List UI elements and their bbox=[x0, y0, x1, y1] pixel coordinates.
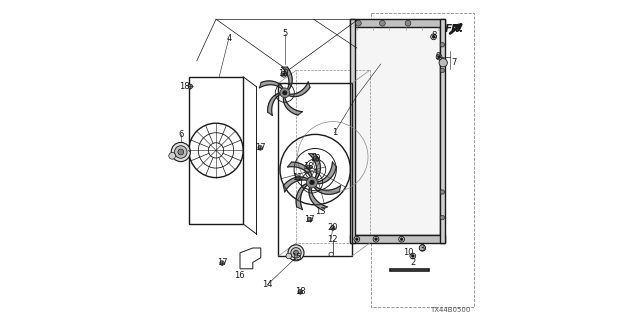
Circle shape bbox=[291, 248, 301, 258]
Circle shape bbox=[419, 245, 426, 251]
Text: 4: 4 bbox=[226, 34, 232, 43]
Circle shape bbox=[440, 68, 445, 73]
Text: 5: 5 bbox=[282, 29, 287, 38]
Text: 17: 17 bbox=[217, 258, 227, 267]
Text: 1: 1 bbox=[332, 128, 337, 137]
Circle shape bbox=[438, 55, 440, 59]
Text: 19: 19 bbox=[278, 69, 289, 78]
Polygon shape bbox=[309, 188, 328, 210]
Circle shape bbox=[440, 190, 445, 194]
Bar bbox=[440, 19, 445, 243]
Text: 9: 9 bbox=[436, 52, 441, 60]
Circle shape bbox=[431, 34, 436, 40]
Circle shape bbox=[439, 59, 447, 67]
Circle shape bbox=[399, 236, 404, 242]
Bar bbox=[189, 77, 243, 224]
Circle shape bbox=[440, 43, 445, 47]
Polygon shape bbox=[284, 177, 307, 192]
Text: 18: 18 bbox=[179, 82, 189, 91]
Bar bbox=[351, 19, 445, 27]
Circle shape bbox=[436, 54, 442, 60]
Circle shape bbox=[354, 236, 360, 242]
Circle shape bbox=[286, 253, 292, 259]
Text: TX44B0500: TX44B0500 bbox=[430, 307, 470, 313]
Text: 14: 14 bbox=[262, 280, 273, 289]
Circle shape bbox=[307, 217, 312, 222]
Circle shape bbox=[313, 156, 319, 162]
Circle shape bbox=[314, 158, 317, 161]
Circle shape bbox=[330, 226, 335, 230]
Bar bbox=[278, 83, 352, 256]
Text: 6: 6 bbox=[178, 130, 184, 139]
Polygon shape bbox=[268, 93, 280, 116]
Circle shape bbox=[169, 153, 175, 159]
Text: 17: 17 bbox=[305, 215, 315, 224]
Circle shape bbox=[258, 146, 262, 150]
Polygon shape bbox=[284, 98, 303, 115]
Text: 10: 10 bbox=[403, 248, 413, 257]
Polygon shape bbox=[315, 186, 340, 194]
Text: 11: 11 bbox=[292, 173, 303, 182]
Circle shape bbox=[307, 165, 312, 170]
Polygon shape bbox=[259, 81, 283, 89]
Circle shape bbox=[282, 73, 285, 76]
Circle shape bbox=[298, 290, 302, 294]
Text: 18: 18 bbox=[296, 287, 306, 296]
Circle shape bbox=[294, 250, 298, 255]
Text: 3: 3 bbox=[420, 244, 425, 252]
Circle shape bbox=[400, 238, 403, 241]
Circle shape bbox=[288, 245, 304, 261]
Circle shape bbox=[412, 255, 414, 258]
Circle shape bbox=[280, 88, 290, 98]
Polygon shape bbox=[296, 184, 307, 210]
Circle shape bbox=[405, 20, 411, 26]
Text: 18: 18 bbox=[303, 162, 314, 171]
Text: 15: 15 bbox=[291, 253, 301, 262]
Polygon shape bbox=[287, 162, 312, 177]
Text: 19: 19 bbox=[310, 154, 321, 163]
Circle shape bbox=[296, 176, 301, 180]
Bar bbox=[355, 27, 440, 235]
Polygon shape bbox=[318, 162, 337, 184]
Bar bbox=[351, 19, 355, 243]
Polygon shape bbox=[308, 154, 321, 179]
Circle shape bbox=[373, 236, 379, 242]
Text: 12: 12 bbox=[328, 236, 338, 244]
Polygon shape bbox=[289, 82, 310, 97]
Circle shape bbox=[380, 20, 385, 26]
Circle shape bbox=[432, 36, 435, 38]
Circle shape bbox=[281, 71, 287, 77]
Bar bbox=[351, 235, 445, 243]
Circle shape bbox=[178, 149, 184, 155]
Bar bbox=[390, 269, 429, 271]
Text: 2: 2 bbox=[410, 258, 415, 267]
Circle shape bbox=[355, 238, 358, 241]
Circle shape bbox=[307, 177, 317, 188]
Circle shape bbox=[188, 84, 193, 89]
Circle shape bbox=[175, 146, 187, 158]
Text: 17: 17 bbox=[255, 143, 266, 152]
Text: 13: 13 bbox=[315, 207, 325, 216]
Text: 20: 20 bbox=[328, 223, 338, 232]
Text: 8: 8 bbox=[431, 31, 436, 40]
Circle shape bbox=[220, 261, 225, 265]
Circle shape bbox=[283, 91, 287, 95]
Circle shape bbox=[310, 180, 314, 185]
Circle shape bbox=[374, 238, 378, 241]
Text: 16: 16 bbox=[234, 271, 244, 280]
Text: 7: 7 bbox=[452, 58, 457, 67]
Text: FR.: FR. bbox=[445, 24, 464, 34]
Circle shape bbox=[356, 20, 361, 26]
Bar bbox=[371, 13, 474, 307]
Circle shape bbox=[410, 253, 416, 259]
Polygon shape bbox=[282, 67, 292, 89]
Circle shape bbox=[440, 215, 445, 220]
Circle shape bbox=[172, 142, 191, 162]
